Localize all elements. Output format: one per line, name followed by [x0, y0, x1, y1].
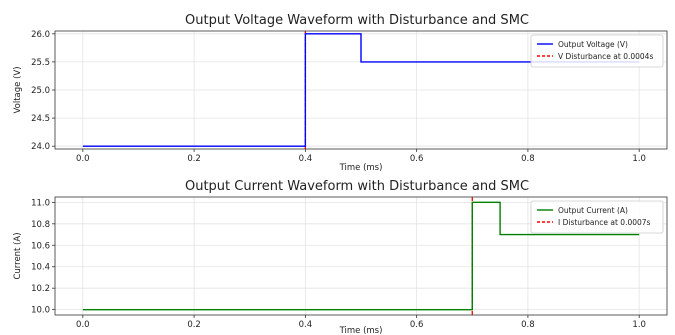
x-tick-label: 0.2	[187, 320, 201, 330]
chart-title: Output Current Waveform with Disturbance…	[185, 179, 529, 194]
y-tick-label: 10.4	[31, 263, 50, 273]
y-axis-label: Current (A)	[13, 232, 23, 279]
y-tick-label: 24.0	[31, 142, 50, 152]
y-tick-label: 11.0	[31, 198, 50, 208]
y-axis-label: Voltage (V)	[13, 66, 23, 113]
y-tick-label: 25.5	[31, 58, 50, 68]
x-tick-label: 0.6	[410, 154, 424, 164]
legend-label: V Disturbance at 0.0004s	[558, 52, 653, 61]
x-tick-label: 0.6	[410, 320, 424, 330]
y-tick-label: 10.2	[31, 284, 50, 294]
x-tick-label: 0.8	[521, 320, 535, 330]
x-tick-label: 0.4	[299, 320, 313, 330]
x-tick-label: 1.0	[632, 320, 646, 330]
series-line	[82, 33, 640, 147]
subplot-2: 0.0 0.2 0.4 0.6 0.8 1.0 10.0 10.2 10.4 10.6 10.8 11…	[13, 179, 668, 335]
legend-label: I Disturbance at 0.0007s	[558, 218, 651, 227]
x-tick-label: 0.2	[187, 154, 201, 164]
y-tick-label: 26.0	[31, 30, 50, 40]
x-axis-label: Time (ms)	[339, 326, 383, 335]
y-tick-label: 24.5	[31, 114, 50, 124]
x-tick-label: 0.4	[299, 154, 313, 164]
legend: Output Current (A) I Disturbance at 0.000…	[530, 200, 664, 234]
y-tick-label: 10.6	[31, 241, 50, 251]
chart-title: Output Voltage Waveform with Disturbance…	[185, 13, 529, 28]
y-tick-label: 10.8	[31, 220, 50, 230]
y-tick-label: 10.0	[31, 306, 50, 316]
x-tick-label: 0.0	[76, 154, 90, 164]
legend-label: Output Current (A)	[558, 206, 628, 215]
legend-box	[530, 34, 664, 68]
subplot-1: 0.0 0.2 0.4 0.6 0.8 1.0 24.0 24.5 25.0 25.5 26.0 Ou…	[13, 13, 668, 173]
y-tick-label: 25.0	[31, 86, 50, 96]
x-tick-label: 0.0	[76, 320, 90, 330]
plot-frame	[54, 196, 668, 316]
legend: Output Voltage (V) V Disturbance at 0.000…	[530, 34, 664, 68]
legend-label: Output Voltage (V)	[558, 40, 628, 49]
legend-box	[530, 200, 664, 234]
series-line	[82, 201, 640, 311]
x-axis-label: Time (ms)	[339, 163, 383, 173]
x-tick-label: 0.8	[521, 154, 535, 164]
x-tick-label: 1.0	[632, 154, 646, 164]
